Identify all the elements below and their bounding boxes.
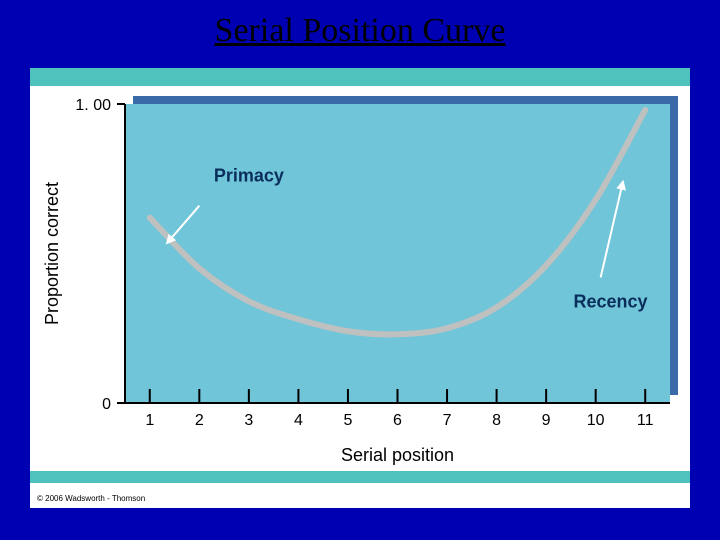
serial-position-chart: 1 2 3 4 5 6 7 8 9 10 11 0 1. 00 Serial position Propor…: [30, 86, 690, 471]
x-axis-label: Serial position: [341, 445, 454, 465]
x-tick-label: 7: [443, 412, 452, 429]
x-tick-label: 8: [492, 412, 501, 429]
accent-band-bottom: [30, 471, 690, 483]
x-tick-label: 1: [145, 412, 154, 429]
y-tick-label: 0: [102, 396, 111, 413]
figure-container: 1 2 3 4 5 6 7 8 9 10 11 0 1. 00 Serial position Propor…: [30, 68, 690, 508]
x-tick-label: 10: [587, 412, 605, 429]
y-axis-label: Proportion correct: [42, 182, 62, 325]
slide: Serial Position Curve 1 2 3 4 5 6 7 8 9 10 11 0 1. 0…: [0, 0, 720, 540]
x-tick-label: 4: [294, 412, 303, 429]
x-tick-label: 5: [344, 412, 353, 429]
accent-band-top: [30, 68, 690, 86]
x-tick-label: 2: [195, 412, 204, 429]
x-tick-label: 6: [393, 412, 402, 429]
y-tick-label: 1. 00: [75, 97, 111, 114]
page-title: Serial Position Curve: [0, 12, 720, 50]
x-tick-label: 11: [637, 412, 654, 429]
copyright-label: © 2006 Wadsworth - Thomson: [34, 493, 148, 504]
x-tick-label: 9: [542, 412, 551, 429]
annotation-label: Recency: [574, 291, 648, 311]
plot-area: [125, 104, 670, 403]
x-tick-label: 3: [244, 412, 253, 429]
annotation-label: Primacy: [214, 166, 284, 186]
